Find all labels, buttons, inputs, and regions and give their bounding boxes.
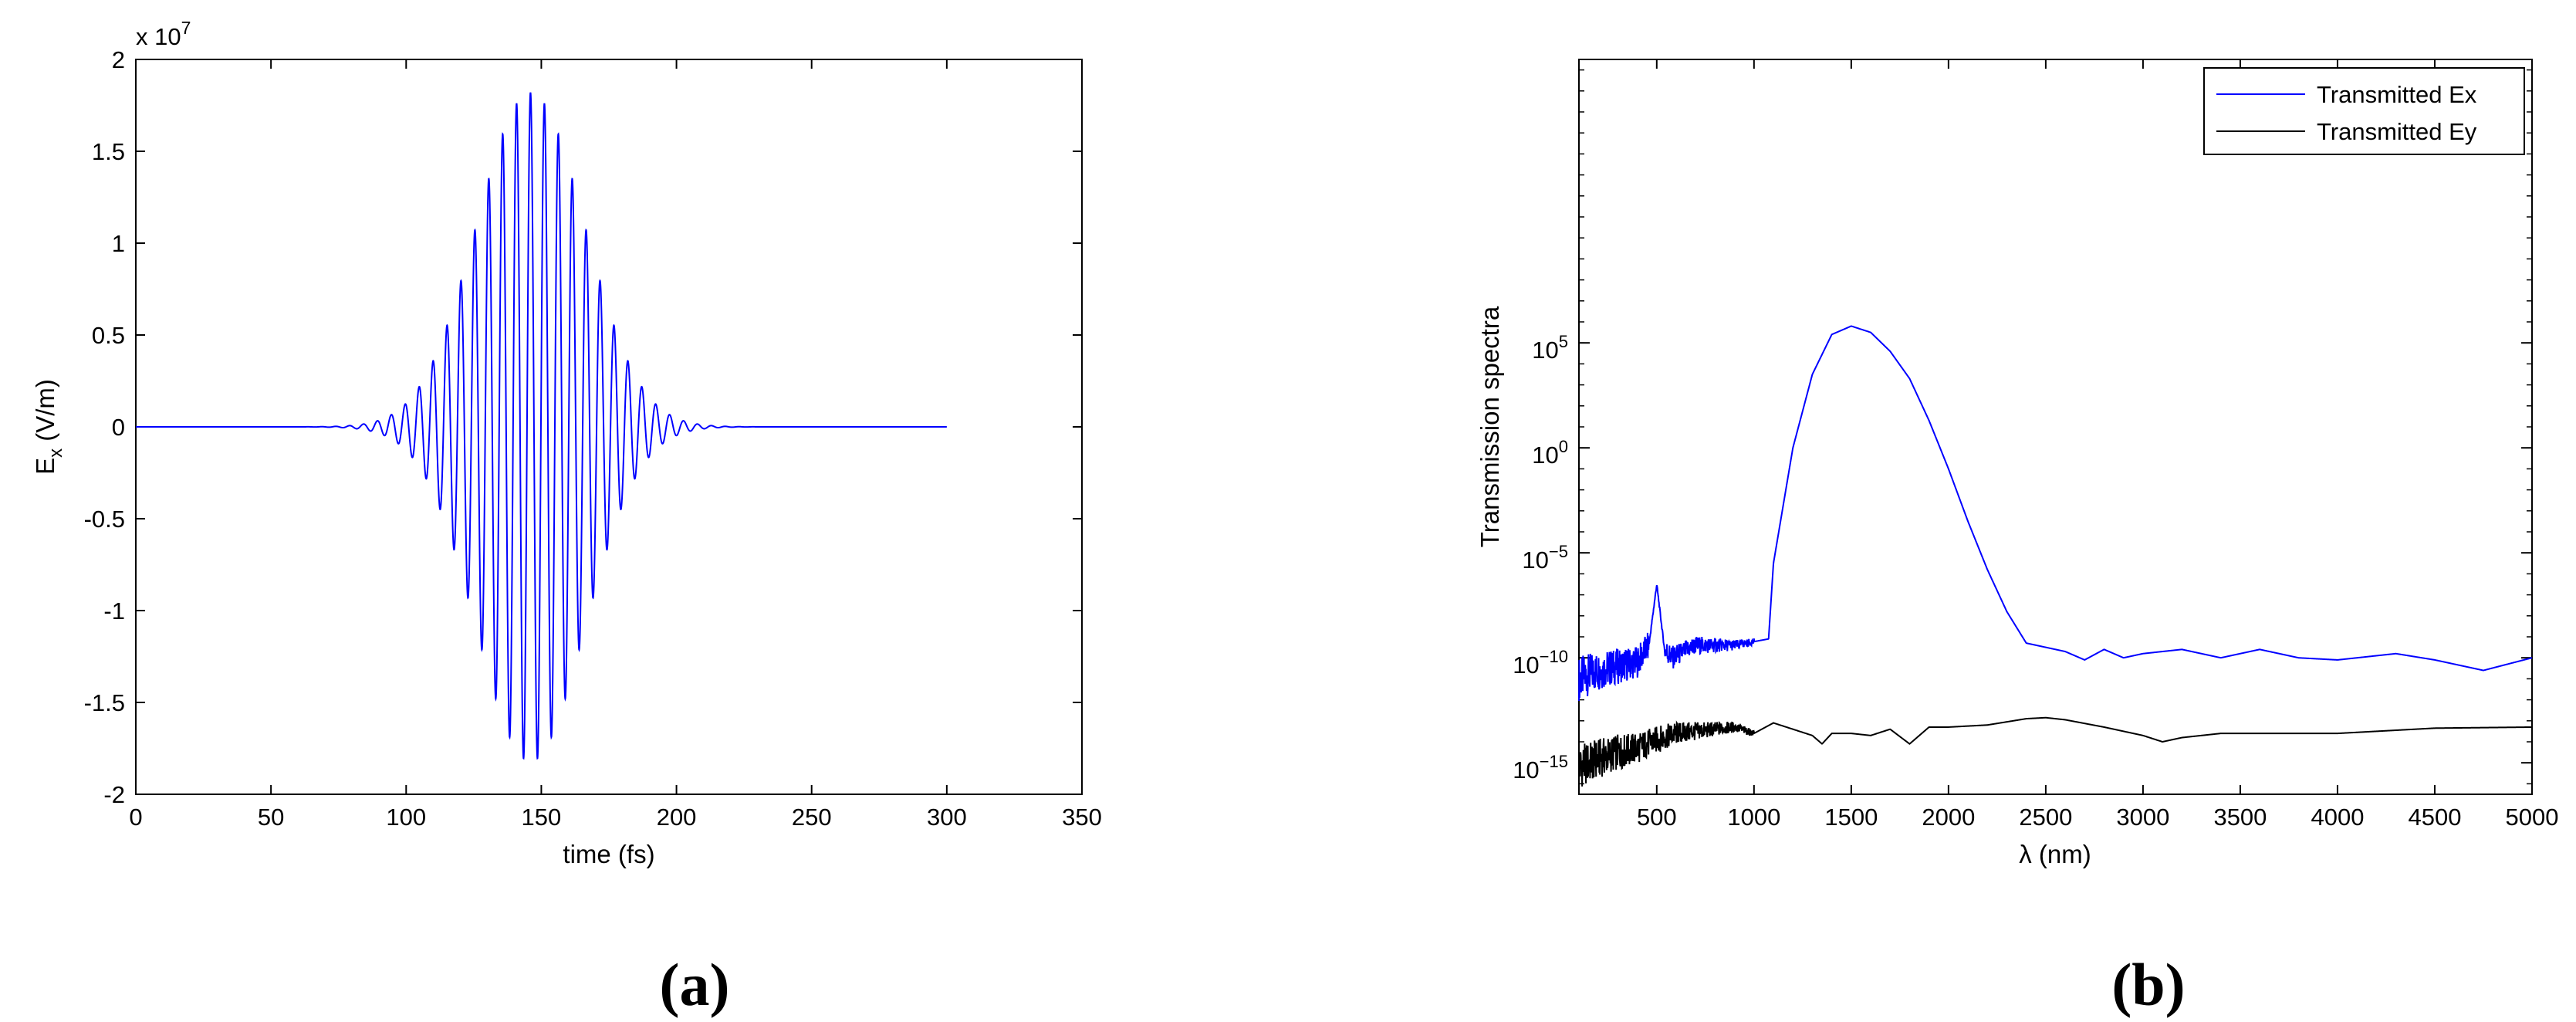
chart-a-y-tick-label: -1.5 [84, 689, 125, 716]
chart-b-x-tick-label: 4500 [2408, 804, 2461, 831]
chart-a-y-tick-label: 0 [112, 414, 125, 441]
chart-b-legend-label-ex: Transmitted Ex [2317, 81, 2477, 108]
chart-a-x-tick-label: 350 [1062, 804, 1102, 831]
chart-a-y-tick-label: 2 [112, 46, 125, 73]
chart-b-x-tick-label: 3500 [2213, 804, 2267, 831]
chart-b-x-axis-label: λ (nm) [2019, 840, 2091, 868]
chart-b-legend: Transmitted Ex Transmitted Ey [2203, 67, 2525, 155]
chart-b-x-tick-label: 5000 [2506, 804, 2559, 831]
chart-b-x-tick-label: 2000 [1922, 804, 1975, 831]
chart-b-series-transmitted-ex [1578, 325, 2533, 701]
chart-b-y-tick-label: 10−5 [1522, 542, 1568, 574]
chart-b-y-tick-label: 100 [1532, 437, 1568, 469]
panel-label-b: (b) [2111, 951, 2185, 1018]
chart-b-y-tick-label: 10−15 [1513, 752, 1568, 783]
chart-b-plot-area [1578, 59, 2533, 795]
chart-a-y-tick-label: 1 [112, 230, 125, 257]
chart-a-y-tick-label: -2 [103, 781, 125, 808]
chart-a-x-axis-label: time (fs) [563, 840, 654, 868]
chart-a-x-tick-label: 150 [522, 804, 562, 831]
chart-b-x-tick-label: 1000 [1727, 804, 1780, 831]
chart-a-x-tick-label: 0 [129, 804, 142, 831]
chart-b-x-tick-label: 500 [1637, 804, 1677, 831]
chart-b: 500 1000 1500 2000 2500 3000 3500 4000 4500 5000 … [1476, 59, 2558, 868]
chart-b-y-tick-label: 105 [1532, 332, 1568, 364]
chart-b-x-tick-label: 3000 [2116, 804, 2169, 831]
chart-b-x-ticks: 500 1000 1500 2000 2500 3000 3500 4000 4500 5000 [1637, 59, 2559, 831]
chart-a-x-tick-label: 200 [657, 804, 697, 831]
chart-a-x-tick-label: 300 [927, 804, 967, 831]
chart-a-y-axis-label-subscript: x [46, 448, 66, 458]
chart-b-x-tick-label: 1500 [1824, 804, 1878, 831]
chart-a-y-exponent: x 107 [136, 18, 191, 50]
chart-a-y-tick-label: -1 [103, 597, 125, 624]
chart-b-y-tick-label: 10−10 [1513, 647, 1568, 679]
chart-a-y-tick-label: -0.5 [84, 506, 125, 533]
chart-b-legend-box [2203, 67, 2525, 155]
chart-b-x-tick-label: 2500 [2019, 804, 2072, 831]
chart-b-x-tick-label: 4000 [2311, 804, 2364, 831]
chart-a-y-tick-label: 0.5 [92, 322, 125, 349]
chart-a-x-tick-label: 100 [386, 804, 426, 831]
chart-a: 0 50 100 150 200 250 300 350 -2 -1.5 -1 -0.5 0 0.5 1 1… [31, 18, 1102, 868]
chart-b-series-transmitted-ey [1578, 716, 2532, 787]
chart-b-legend-label-ey: Transmitted Ey [2317, 118, 2477, 145]
chart-a-y-axis-label: Ex (V/m) [31, 379, 66, 475]
chart-a-x-tick-label: 250 [792, 804, 832, 831]
chart-a-y-ticks: -2 -1.5 -1 -0.5 0 0.5 1 1.5 2 [84, 46, 1082, 808]
chart-a-x-ticks: 0 50 100 150 200 250 300 350 [129, 59, 1102, 831]
chart-a-series-line [136, 92, 947, 760]
chart-a-y-tick-label: 1.5 [92, 138, 125, 165]
chart-b-y-axis-label: Transmission spectra [1476, 306, 1504, 547]
panel-label-a: (a) [660, 951, 730, 1018]
chart-a-x-tick-label: 50 [258, 804, 284, 831]
